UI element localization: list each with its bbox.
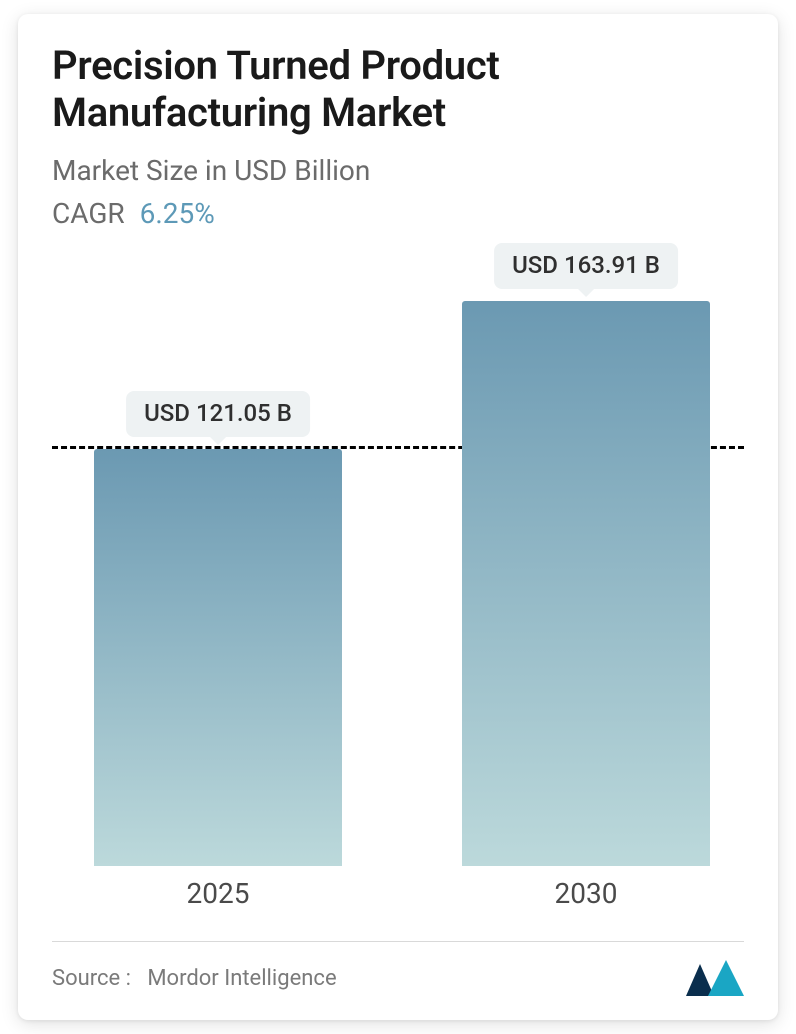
- bar-2025: [94, 449, 342, 866]
- chart-card: Precision Turned Product Manufacturing M…: [18, 14, 778, 1020]
- source-label: Source :: [52, 966, 131, 991]
- cagr-value: 6.25%: [140, 197, 215, 230]
- chart-title: Precision Turned Product Manufacturing M…: [52, 42, 744, 136]
- value-badge-2030: USD 163.91 B: [494, 243, 678, 289]
- source-name: Mordor Intelligence: [147, 966, 336, 991]
- chart-area: USD 121.05 B2025USD 163.91 B2030: [52, 262, 744, 910]
- cagr-label: CAGR: [52, 197, 125, 230]
- brand-logo: [686, 960, 744, 996]
- footer: Source : Mordor Intelligence: [52, 941, 744, 996]
- logo-icon: [686, 960, 744, 996]
- cagr-row: CAGR 6.25%: [52, 197, 744, 230]
- source-text: Source : Mordor Intelligence: [52, 966, 337, 991]
- x-label-2025: 2025: [187, 877, 250, 910]
- x-label-2030: 2030: [555, 877, 618, 910]
- value-badge-2025: USD 121.05 B: [126, 391, 310, 437]
- bar-2030: [462, 301, 710, 866]
- chart-subtitle: Market Size in USD Billion: [52, 154, 744, 187]
